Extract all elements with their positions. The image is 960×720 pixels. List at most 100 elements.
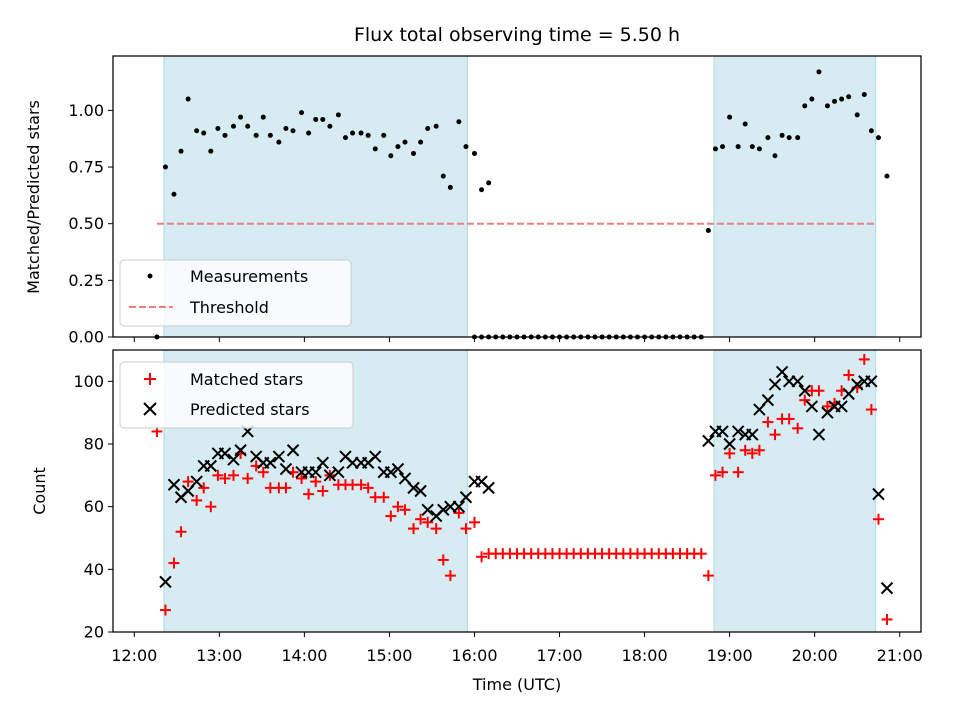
data-point (735, 144, 741, 150)
data-point (731, 425, 745, 438)
x-tick-label: 19:00 (707, 646, 753, 665)
data-point (816, 69, 822, 75)
data-point-stroke (482, 481, 495, 495)
x-tick-label: 13:00 (196, 646, 242, 665)
data-point (335, 112, 341, 118)
y-tick-label: 0.25 (68, 271, 104, 290)
legend-marker-predicted-stars (143, 402, 157, 416)
data-point (821, 400, 833, 412)
data-point (476, 551, 488, 563)
data-point (358, 130, 364, 136)
legend-label-measurements: Measurements (190, 267, 308, 286)
data-point-stroke (459, 491, 473, 504)
data-point (408, 523, 420, 535)
data-point (846, 94, 852, 100)
data-point (452, 500, 466, 513)
data-point (283, 126, 289, 132)
data-point (418, 139, 424, 145)
x-tick-label: 17:00 (536, 646, 582, 665)
data-point (168, 557, 180, 569)
data-point (222, 132, 228, 138)
data-point (772, 153, 778, 159)
data-point-stroke (702, 434, 715, 448)
x-tick-label: 21:00 (877, 646, 923, 665)
data-point (286, 444, 300, 457)
data-point (227, 453, 240, 466)
data-point (310, 476, 322, 488)
data-point (303, 488, 315, 500)
data-point (320, 116, 326, 122)
data-point-stroke (421, 503, 434, 517)
data-point (739, 444, 751, 456)
data-point (342, 135, 348, 141)
data-point (749, 144, 755, 150)
data-point (843, 369, 855, 381)
legend-label-predicted-stars: Predicted stars (190, 400, 310, 419)
data-point (695, 548, 707, 560)
data-point (402, 139, 408, 145)
data-point-stroke (316, 456, 330, 470)
data-point (717, 466, 729, 478)
data-point (824, 103, 830, 109)
data-point (175, 526, 187, 538)
data-point (190, 475, 203, 488)
data-point-stroke (805, 400, 819, 413)
data-point (791, 375, 804, 388)
x-tick-label: 16:00 (451, 646, 497, 665)
data-point (802, 103, 808, 109)
y-tick-label: 20 (84, 623, 104, 642)
data-point (716, 425, 729, 438)
data-point (350, 130, 356, 136)
data-point-stroke (391, 462, 405, 476)
data-point (422, 516, 434, 528)
top-panel: 0.00 0.25 0.50 0.75 1.00 Matched/Predicted s… (24, 55, 922, 347)
legend-marker-measurements (147, 273, 153, 279)
data-point (786, 135, 792, 141)
data-point-stroke (190, 475, 203, 488)
x-tick-label: 14:00 (281, 646, 327, 665)
data-point-stroke (227, 453, 240, 466)
data-point-stroke (384, 465, 398, 479)
y-tick-label: 0.00 (68, 328, 104, 347)
data-point (705, 227, 711, 233)
data-point-stroke (204, 459, 218, 473)
data-point (775, 365, 789, 379)
data-point-stroke (791, 375, 804, 388)
data-point (407, 481, 420, 495)
data-point (272, 450, 286, 463)
data-point (299, 110, 305, 116)
data-point (384, 465, 398, 479)
data-point-stroke (218, 447, 232, 460)
data-point-stroke (279, 462, 293, 476)
data-point-stroke (851, 378, 864, 391)
data-point (327, 123, 333, 129)
data-point-stroke (880, 581, 894, 595)
data-point (365, 132, 371, 138)
data-point (306, 130, 312, 136)
data-point (865, 375, 878, 388)
data-point-stroke (369, 450, 382, 463)
data-point-stroke (716, 425, 729, 438)
data-point (218, 447, 232, 460)
data-point (812, 428, 826, 441)
data-point-stroke (437, 503, 450, 517)
bottom-data-points (151, 353, 894, 625)
data-point (471, 150, 477, 156)
data-point (861, 92, 867, 98)
data-point (296, 472, 308, 484)
data-point-stroke (775, 365, 789, 379)
data-point (245, 123, 251, 129)
data-point-stroke (812, 428, 826, 441)
data-point (756, 146, 762, 152)
data-point (162, 164, 168, 170)
bottom-y-axis-label: Count (30, 467, 49, 515)
y-tick-label: 40 (84, 560, 104, 579)
top-axes-frame (112, 55, 922, 338)
data-point (761, 393, 775, 407)
data-point (395, 144, 401, 150)
data-point (205, 501, 217, 513)
data-point (798, 384, 811, 397)
data-point-stroke (798, 384, 811, 397)
data-point (746, 428, 759, 441)
